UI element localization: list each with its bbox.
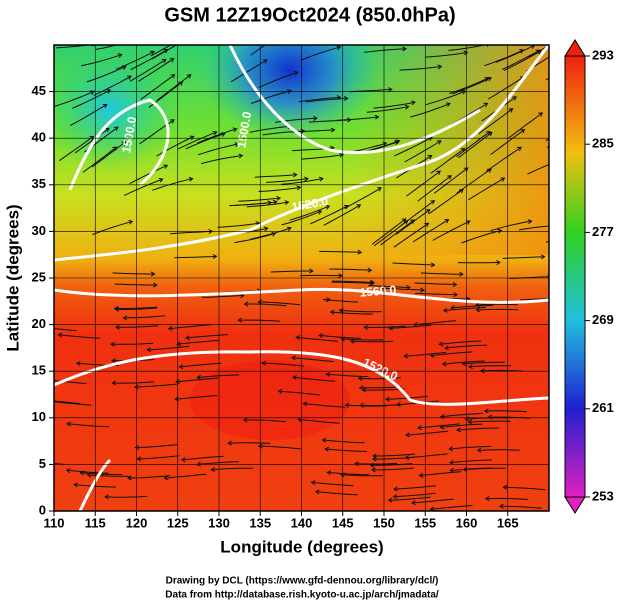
x-tick-label: 120 (126, 515, 148, 530)
streamline-arrow (129, 36, 133, 40)
streamline-arrow (23, 459, 27, 463)
x-tick-label: 110 (44, 515, 65, 530)
y-tick-label: 30 (32, 223, 46, 238)
x-tick-label: 145 (332, 515, 354, 530)
streamline-arrow (551, 296, 555, 300)
streamline-arrow (561, 36, 565, 40)
streamline-arrow (281, 31, 285, 35)
y-tick-label: 5 (39, 456, 46, 471)
x-tick-label: 165 (497, 515, 519, 530)
streamline-arrow (12, 469, 16, 473)
streamline-arrow (49, 400, 53, 404)
warm-region (190, 360, 350, 440)
colorbar-tick-label: 285 (592, 136, 614, 151)
y-tick-label: 45 (32, 83, 46, 98)
streamline-arrow (14, 465, 18, 469)
streamline-arrow (558, 49, 562, 53)
streamline-arrow (13, 429, 17, 433)
x-tick-label: 150 (373, 515, 395, 530)
y-tick-label: 10 (32, 409, 46, 424)
streamline (13, 431, 55, 434)
streamline-arrow (38, 398, 42, 402)
colorbar-extend (565, 40, 585, 56)
y-tick-label: 35 (32, 176, 46, 191)
x-tick-label: 160 (456, 515, 478, 530)
colorbar-extend (565, 497, 585, 513)
title: GSM 12Z19Oct2024 (850.0hPa) (164, 4, 455, 26)
streamline-arrow (183, 35, 187, 39)
x-tick-label: 155 (414, 515, 436, 530)
x-tick-label: 140 (291, 515, 313, 530)
x-tick-label: 125 (167, 515, 189, 530)
streamline-arrow (184, 38, 188, 42)
credit: Data from http://database.rish.kyoto-u.a… (165, 590, 439, 601)
y-tick-label: 20 (32, 316, 46, 331)
streamline-arrow (557, 223, 561, 227)
colorbar-tick-label: 261 (592, 400, 614, 415)
colorbar-tick-label: 253 (592, 488, 614, 503)
x-tick-label: 130 (208, 515, 230, 530)
y-tick-label: 25 (32, 269, 46, 284)
x-axis-label: Longitude (degrees) (220, 537, 383, 556)
streamline (14, 467, 56, 470)
streamline (12, 471, 54, 474)
x-tick-label: 115 (85, 515, 106, 530)
colorbar-tick-label: 293 (592, 47, 614, 62)
streamline-arrow (45, 378, 49, 382)
colorbar-tick-label: 269 (592, 312, 614, 327)
y-tick-label: 40 (32, 130, 46, 145)
y-axis-label: Latitude (degrees) (3, 204, 22, 351)
x-tick-label: 135 (249, 515, 271, 530)
colorbar-tick-label: 277 (592, 224, 614, 239)
y-tick-label: 15 (32, 363, 46, 378)
streamline-arrow (133, 38, 137, 42)
y-tick-label: 0 (39, 502, 46, 517)
colorbar (565, 56, 585, 497)
credit: Drawing by DCL (https://www.gfd-dennou.o… (166, 576, 439, 587)
